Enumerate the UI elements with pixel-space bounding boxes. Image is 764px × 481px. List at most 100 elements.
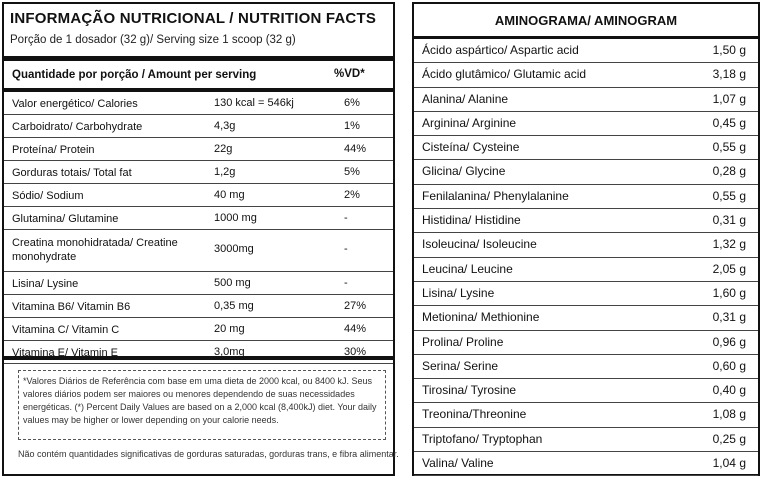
amino-acid-value: 1,32 g (712, 237, 746, 252)
nutrient-amount: 3000mg (214, 243, 254, 255)
aminogram-panel: AMINOGRAMA/ AMINOGRAM Ácido aspártico/ A… (412, 2, 760, 477)
amount-header: Quantidade por porção / Amount per servi… (12, 69, 257, 81)
table-row: Vitamina E/ Vitamin E 3,0mg 30% (4, 341, 393, 364)
table-row: Cisteína/ Cysteine 0,55 g (414, 136, 758, 161)
nutrient-vd: 2% (344, 189, 360, 201)
nutrient-name: Lisina/ Lysine (12, 278, 79, 290)
amino-acid-name: Leucina/ Leucine (422, 261, 513, 276)
amino-acid-value: 0,28 g (712, 164, 746, 179)
table-row: Ácido glutâmico/ Glutamic acid 3,18 g (414, 63, 758, 88)
amino-acid-name: Ácido glutâmico/ Glutamic acid (422, 67, 587, 82)
nutrient-amount: 1000 mg (214, 212, 257, 224)
amino-acid-value: 0,55 g (712, 140, 746, 155)
amino-acid-value: 0,31 g (712, 310, 746, 325)
amino-acid-name: Metionina/ Methionine (422, 310, 540, 325)
nutrient-amount: 3,0mg (214, 346, 245, 358)
table-row: Arginina/ Arginine 0,45 g (414, 112, 758, 137)
nutrient-name: Gorduras totais/ Total fat (12, 167, 132, 179)
nutrient-name: Vitamina C/ Vitamin C (12, 324, 120, 336)
amino-acid-value: 0,55 g (712, 188, 746, 203)
table-row: Lisina/ Lysine 1,60 g (414, 282, 758, 307)
table-row: Glutamina/ Glutamine 1000 mg - (4, 207, 393, 230)
amino-acid-name: Serina/ Serine (422, 358, 499, 373)
amino-acid-value: 0,45 g (712, 115, 746, 130)
divider (4, 88, 393, 92)
amino-acid-name: Isoleucina/ Isoleucine (422, 237, 537, 252)
table-row: Carboidrato/ Carbohydrate 4,3g 1% (4, 115, 393, 138)
nutrient-vd: 6% (344, 97, 360, 109)
table-row: Isoleucina/ Isoleucine 1,32 g (414, 233, 758, 258)
serving-size: Porção de 1 dosador (32 g)/ Serving size… (10, 34, 296, 46)
table-row: Prolina/ Proline 0,96 g (414, 331, 758, 355)
amino-acid-name: Valina/ Valine (422, 456, 494, 471)
nutrient-amount: 500 mg (214, 277, 251, 289)
amino-acid-value: 1,08 g (712, 407, 746, 422)
amino-acid-name: Cisteína/ Cysteine (422, 140, 520, 155)
aminogram-title: AMINOGRAMA/ AMINOGRAM (494, 13, 678, 28)
nutrient-amount: 0,35 mg (214, 300, 254, 312)
table-row: Leucina/ Leucine 2,05 g (414, 258, 758, 282)
nutrient-name: Sódio/ Sodium (12, 190, 84, 202)
amino-acid-value: 0,25 g (712, 431, 746, 446)
divider (4, 56, 393, 61)
nutrient-vd: - (344, 212, 348, 224)
nutrient-vd: - (344, 243, 348, 255)
footer-note: Não contém quantidades significativas de… (18, 449, 399, 459)
amino-acid-name: Arginina/ Arginine (422, 115, 517, 130)
table-row: Triptofano/ Tryptophan 0,25 g (414, 428, 758, 453)
amino-acid-name: Histidina/ Histidine (422, 213, 521, 228)
table-row: Histidina/ Histidine 0,31 g (414, 209, 758, 234)
table-row: Glicina/ Glycine 0,28 g (414, 160, 758, 185)
amino-acid-value: 1,04 g (712, 456, 746, 471)
amino-acid-name: Alanina/ Alanine (422, 91, 509, 106)
aminogram-rows: Ácido aspártico/ Aspartic acid 1,50 g Ácid… (414, 39, 758, 477)
table-row: Gorduras totais/ Total fat 1,2g 5% (4, 161, 393, 184)
nutrient-amount: 4,3g (214, 120, 236, 132)
table-row: Valor energético/ Calories 130 kcal = 546… (4, 92, 393, 115)
nutrient-amount: 22g (214, 143, 233, 155)
table-row: Vitamina B6/ Vitamin B6 0,35 mg 27% (4, 295, 393, 318)
nutrient-name: Glutamina/ Glutamine (12, 213, 119, 225)
divider (4, 356, 393, 360)
footnote: *Valores Diários de Referência com base … (18, 370, 386, 440)
nutrient-vd: - (344, 277, 348, 289)
nutrient-name: Valor energético/ Calories (12, 98, 138, 110)
table-row: Alanina/ Alanine 1,07 g (414, 88, 758, 112)
nutrient-amount: 40 mg (214, 189, 245, 201)
amino-acid-name: Lisina/ Lysine (422, 285, 495, 300)
nutrient-amount: 20 mg (214, 323, 245, 335)
amino-acid-name: Ácido aspártico/ Aspartic acid (422, 43, 579, 57)
table-row: Ácido aspártico/ Aspartic acid 1,50 g (414, 39, 758, 64)
amino-acid-value: 1,07 g (712, 91, 746, 106)
nutrient-name: Proteína/ Protein (12, 144, 95, 156)
amino-acid-value: 0,31 g (712, 213, 746, 228)
nutrient-vd: 44% (344, 323, 367, 335)
amino-acid-value: 0,40 g (712, 383, 746, 398)
amino-acid-value: 2,05 g (712, 261, 746, 276)
nutrient-vd: 30% (344, 346, 367, 358)
table-row: Fenilalanina/ Phenylalanine 0,55 g (414, 185, 758, 210)
nutrition-facts-panel: INFORMAÇÃO NUTRICIONAL / NUTRITION FACTS… (2, 2, 399, 476)
amino-acid-value: 3,18 g (712, 67, 746, 82)
amino-acid-value: 1,50 g (712, 43, 746, 57)
amino-acid-value: 0,60 g (712, 358, 746, 373)
nutrition-header: Quantidade por porção / Amount per servi… (4, 62, 393, 88)
amino-acid-name: Tirosina/ Tyrosine (422, 383, 517, 398)
amino-acid-value: 1,60 g (712, 285, 746, 300)
table-row: Treonina/Threonine 1,08 g (414, 403, 758, 428)
table-row: Metionina/ Methionine 0,31 g (414, 306, 758, 331)
table-row: Serina/ Serine 0,60 g (414, 355, 758, 380)
table-row: Creatina monohidratada/ Creatine monohyd… (4, 230, 393, 272)
amino-acid-name: Fenilalanina/ Phenylalanine (422, 188, 569, 203)
nutrition-title: INFORMAÇÃO NUTRICIONAL / NUTRITION FACTS (10, 10, 377, 27)
nutrient-name: Vitamina B6/ Vitamin B6 (12, 301, 131, 313)
table-row: Proteína/ Protein 22g 44% (4, 138, 393, 161)
nutrient-vd: 5% (344, 166, 360, 178)
amino-acid-name: Prolina/ Proline (422, 334, 504, 349)
nutrient-name: Carboidrato/ Carbohydrate (12, 121, 143, 133)
table-row: Sódio/ Sodium 40 mg 2% (4, 184, 393, 207)
amino-acid-name: Triptofano/ Tryptophan (422, 431, 543, 446)
table-row: Tirosina/ Tyrosine 0,40 g (414, 379, 758, 404)
nutrient-amount: 1,2g (214, 166, 236, 178)
table-row: Vitamina C/ Vitamin C 20 mg 44% (4, 318, 393, 341)
